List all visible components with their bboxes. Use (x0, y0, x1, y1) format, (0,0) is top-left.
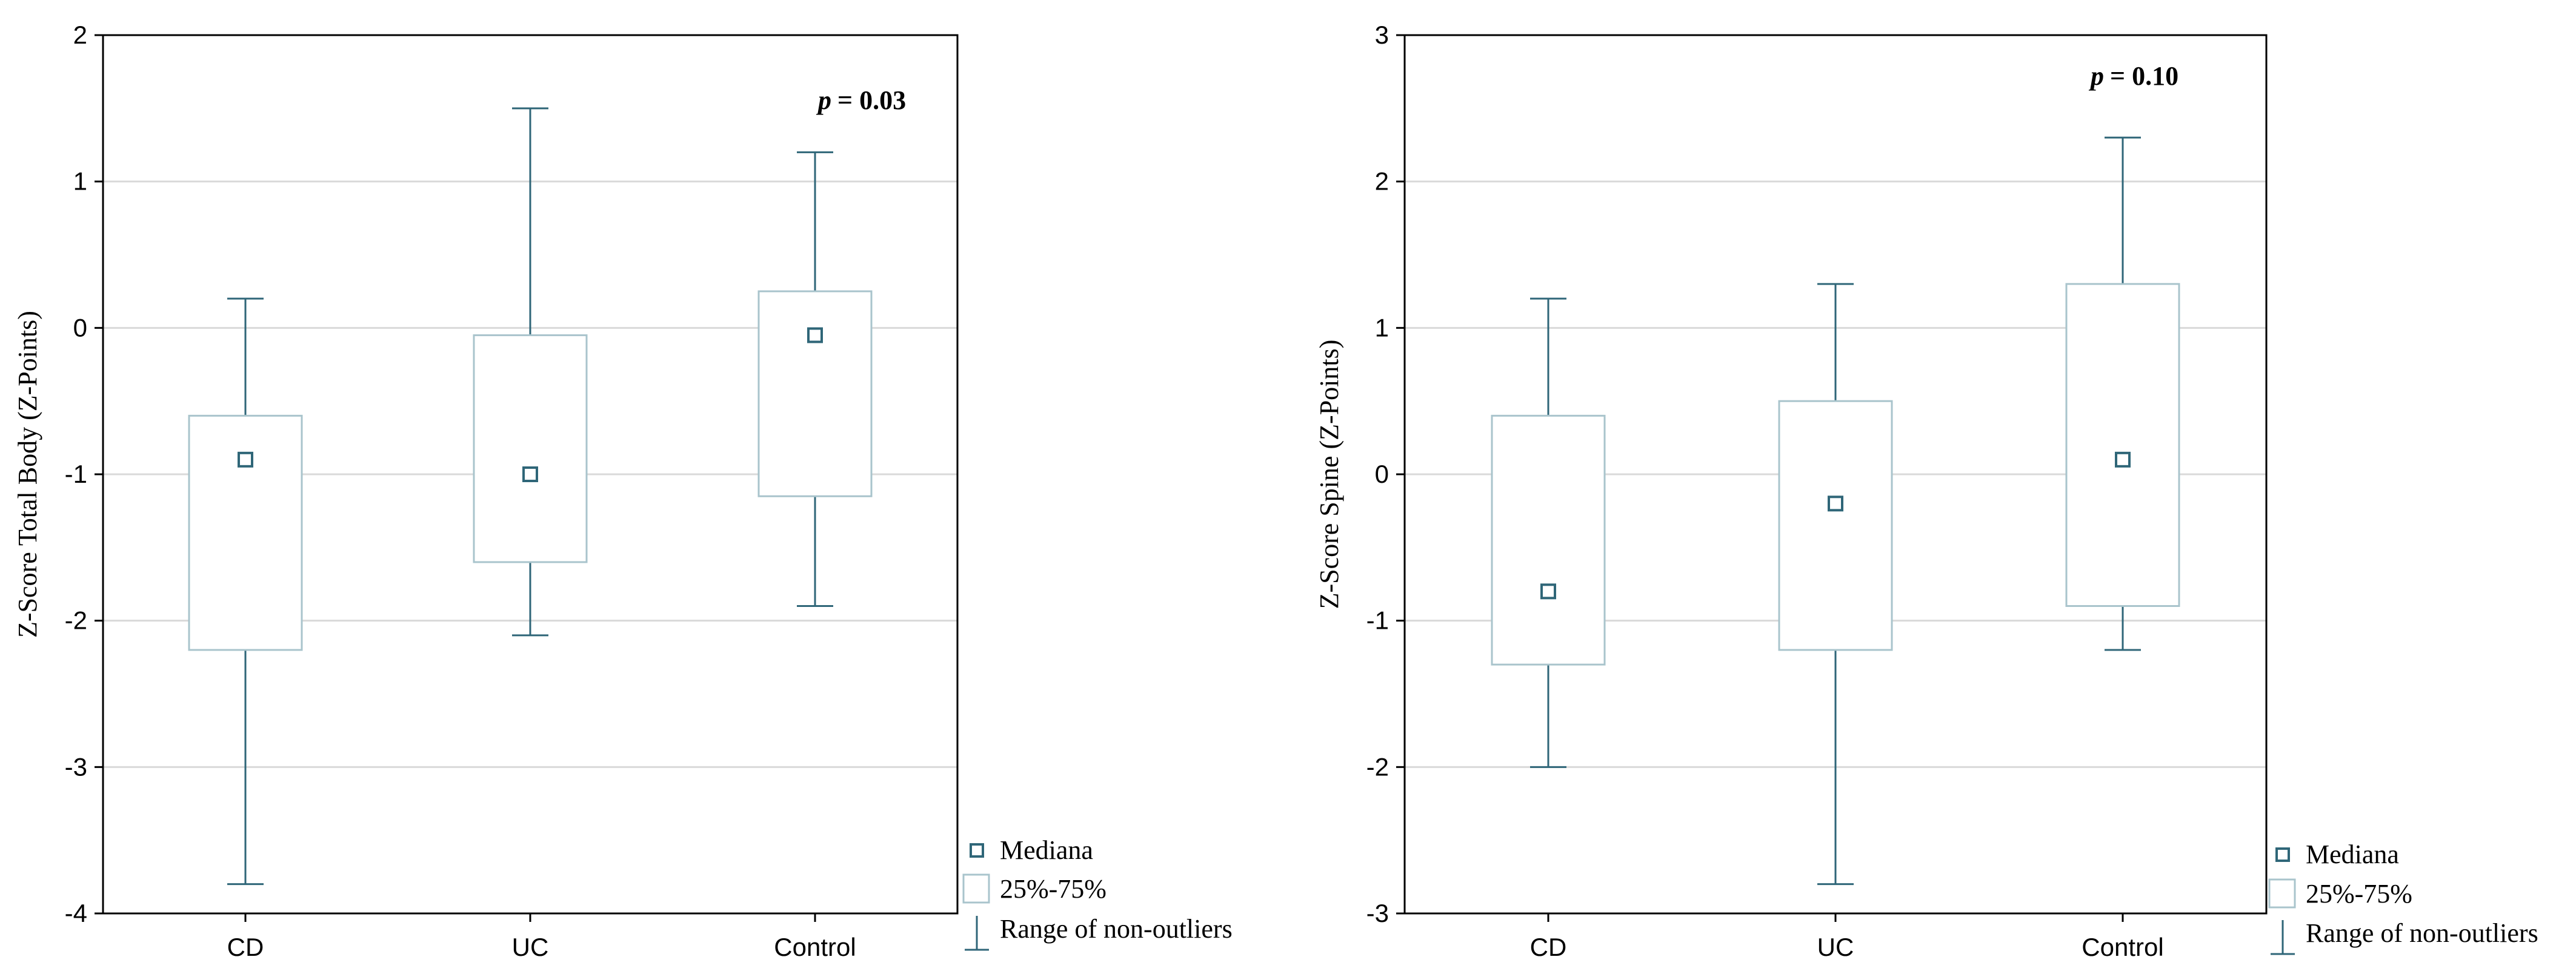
iqr-box (1778, 400, 1893, 651)
p-value-number: = 0.10 (2110, 61, 2178, 91)
y-tick-label: 0 (1375, 460, 1389, 488)
y-tick-label: -4 (65, 899, 87, 927)
x-category-label: Control (2082, 933, 2163, 961)
iqr-box (2065, 283, 2180, 608)
legend-range-label: Range of non-outliers (1000, 914, 1233, 944)
legend: Mediana 25%-75% Range of non-outliers (2268, 840, 2538, 955)
legend-box-label: 25%-75% (2306, 879, 2412, 909)
y-axis-title: Z-Score Spine (Z-Points) (1314, 340, 1344, 609)
box-plot-uc (473, 107, 588, 637)
y-tick-label: -1 (65, 460, 87, 488)
box-plot-cd (188, 297, 303, 886)
box-plot-control (757, 151, 873, 607)
y-tick-label: 1 (1375, 313, 1389, 342)
y-tick-label: -1 (1366, 606, 1389, 635)
legend-median-label: Mediana (1000, 835, 1093, 865)
p-value-annotation: p = 0.10 (2088, 61, 2178, 91)
box-plot-control (2065, 136, 2180, 651)
iqr-box (473, 334, 588, 563)
y-tick-label: -3 (1366, 899, 1389, 927)
p-value-symbol: p (816, 85, 831, 115)
iqr-box (188, 414, 303, 651)
legend-box-label: 25%-75% (1000, 874, 1107, 904)
legend-box-icon (2268, 878, 2296, 909)
x-category-label: Control (774, 933, 856, 961)
iqr-box (1491, 414, 1606, 666)
y-tick-label: -2 (1366, 752, 1389, 781)
y-tick-label: -3 (65, 752, 87, 781)
box-plot-cd (1491, 297, 1606, 768)
p-value-annotation: p = 0.03 (816, 85, 906, 115)
y-tick-label: 2 (1375, 167, 1389, 196)
legend: Mediana 25%-75% Range of non-outliers (962, 835, 1233, 951)
p-value-symbol: p (2088, 61, 2104, 91)
median-marker (807, 327, 823, 343)
chart-panel-1: 2 1 0 -1 -2 -3 -4 Z-Score Total Body (Z-Points)… (13, 21, 1233, 961)
y-tick-label: 1 (73, 167, 87, 196)
x-category-label: CD (1530, 933, 1567, 961)
median-marker (1540, 583, 1556, 600)
median-marker (522, 466, 538, 482)
y-tick-label: 3 (1375, 21, 1389, 49)
y-tick-label: -2 (65, 606, 87, 635)
legend-median-icon (2275, 847, 2290, 862)
y-axis-title: Z-Score Total Body (Z-Points) (13, 311, 42, 638)
iqr-box (757, 290, 873, 497)
median-marker (2115, 451, 2131, 468)
box-plot-uc (1778, 283, 1893, 886)
chart-panel-2: 3 2 1 0 -1 -2 -3 Z-Score Spine (Z-Points) CD UC Co… (1314, 21, 2538, 961)
legend-range-label: Range of non-outliers (2306, 918, 2538, 948)
x-category-label: CD (227, 933, 264, 961)
legend-median-icon (970, 843, 984, 858)
legend-box-icon (962, 873, 990, 904)
legend-median-label: Mediana (2306, 840, 2399, 869)
median-marker (238, 451, 253, 468)
y-tick-label: 2 (73, 21, 87, 49)
median-marker (1828, 495, 1843, 512)
x-category-label: UC (512, 933, 549, 961)
x-category-label: UC (1817, 933, 1854, 961)
y-tick-label: 0 (73, 313, 87, 342)
p-value-number: = 0.03 (837, 85, 906, 115)
